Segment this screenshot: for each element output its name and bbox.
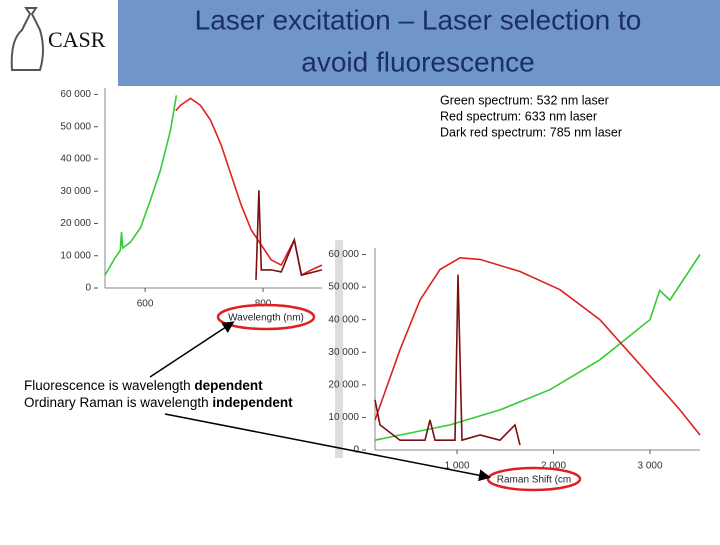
logo-icon [10, 7, 44, 71]
charts: 0 10 000 20 000 30 000 40 000 50 000 60 000 600… [60, 88, 701, 486]
spectrum-line [104, 95, 178, 276]
note-text: Fluorescence is wavelength [24, 378, 194, 393]
logo-text: CASR [48, 27, 106, 52]
legend-note: Red spectrum: 633 nm laser [440, 109, 597, 123]
x-tick-label: 1 000 [445, 461, 470, 472]
spectrum-line [374, 254, 701, 441]
y-tick-label: 10 000 [328, 412, 359, 423]
y-tick-label: 60 000 [328, 249, 359, 260]
plot-frame [335, 240, 343, 458]
spectrum-line [175, 97, 323, 277]
y-tick-label: 0 [353, 445, 359, 456]
y-tick-label: 20 000 [60, 218, 91, 229]
spectrum-line [374, 274, 521, 446]
y-tick-label: 60 000 [60, 89, 91, 100]
title-bar [118, 0, 720, 86]
highlight [216, 303, 316, 331]
x-axis-label: Wavelength (nm) [228, 313, 304, 324]
y-tick-label: 50 000 [328, 282, 359, 293]
y-tick-label: 40 000 [328, 314, 359, 325]
title-line: avoid fluorescence [301, 46, 534, 77]
note: Fluorescence is wavelength dependent [24, 378, 263, 393]
y-tick-label: 20 000 [328, 379, 359, 390]
x-tick-label: 600 [137, 299, 154, 310]
note: Ordinary Raman is wavelength independent [24, 395, 293, 410]
x-axis-label: Raman Shift (cm [497, 475, 571, 486]
logo: CASR [10, 7, 106, 71]
spectrum-line [374, 256, 701, 436]
title-line: Laser excitation – Laser selection to [195, 4, 642, 35]
y-tick-label: 30 000 [60, 186, 91, 197]
x-tick-label: 2 000 [541, 461, 566, 472]
note-emphasis: dependent [194, 378, 263, 393]
x-tick-label: 3 000 [637, 461, 662, 472]
spectrum-line [255, 190, 323, 280]
y-tick-label: 10 000 [60, 250, 91, 261]
y-tick-label: 0 [85, 283, 91, 294]
note-emphasis: independent [212, 395, 293, 410]
y-tick-label: 30 000 [328, 347, 359, 358]
legend-note: Green spectrum: 532 nm laser [440, 93, 609, 107]
y-tick-label: 50 000 [60, 121, 91, 132]
y-tick-label: 40 000 [60, 154, 91, 165]
legend-note: Dark red spectrum: 785 nm laser [440, 125, 622, 139]
arrow [164, 413, 491, 482]
note-text: Ordinary Raman is wavelength [24, 395, 212, 410]
arrow [149, 321, 235, 378]
